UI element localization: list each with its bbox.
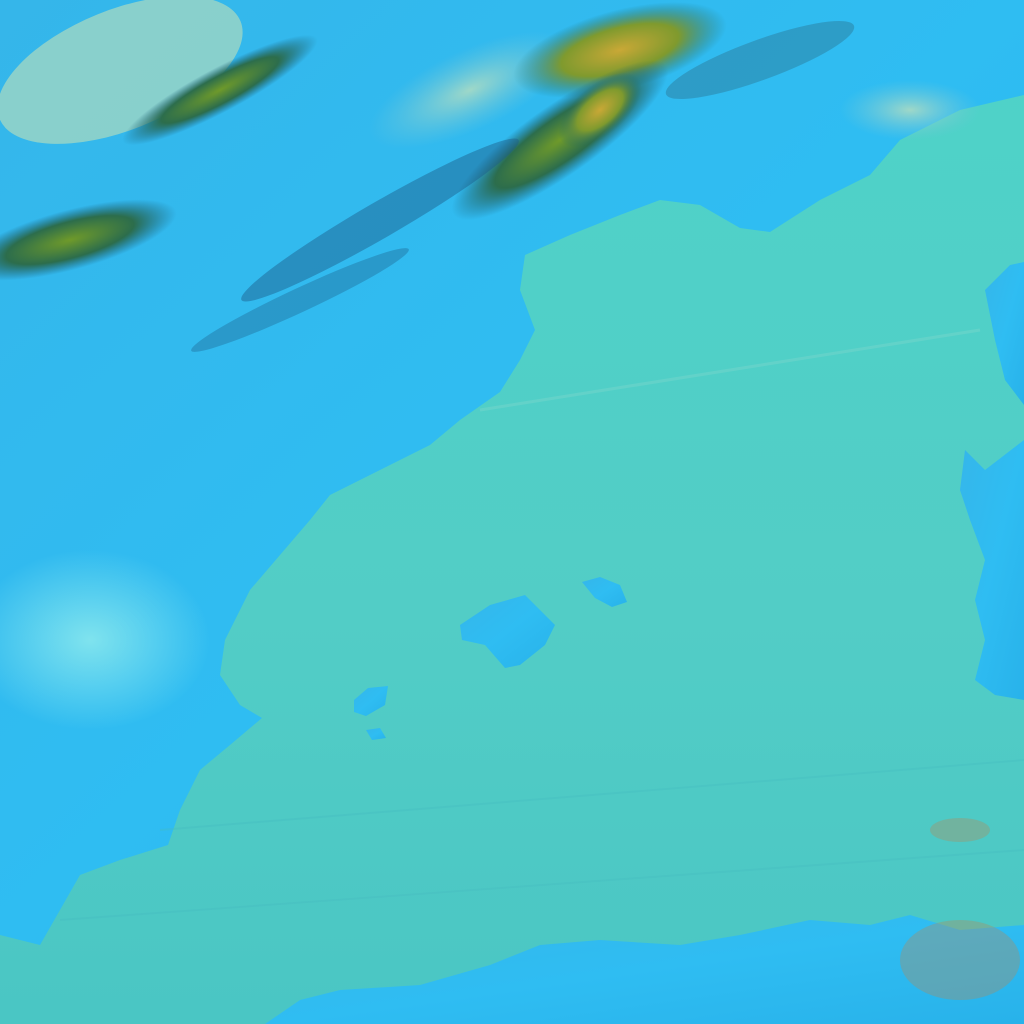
cloud-band [513, 2, 727, 98]
formentera [366, 728, 386, 740]
swath-line [159, 759, 1024, 831]
mallorca [460, 595, 555, 668]
swath-line [59, 849, 1024, 921]
cloud-patch [930, 818, 990, 842]
cloud-shadow [241, 138, 519, 302]
desert-patch [900, 920, 1020, 1000]
cloud-band [558, 72, 642, 148]
corsica-tip-land [985, 262, 1024, 405]
cloud-band [122, 34, 318, 146]
cloud-shadow [191, 248, 409, 352]
cloud-band [0, 199, 177, 281]
menorca [582, 577, 627, 607]
cloud-shadow [665, 20, 855, 100]
cloud-haze [840, 80, 980, 140]
cloud-haze [0, 0, 243, 144]
ibiza [354, 686, 388, 716]
sardinia-corsica-land [960, 440, 1024, 700]
iberia-france-land [0, 0, 1024, 945]
swath-line [479, 328, 981, 412]
bright-land-patch [0, 550, 210, 730]
africa-land [265, 915, 1024, 1024]
